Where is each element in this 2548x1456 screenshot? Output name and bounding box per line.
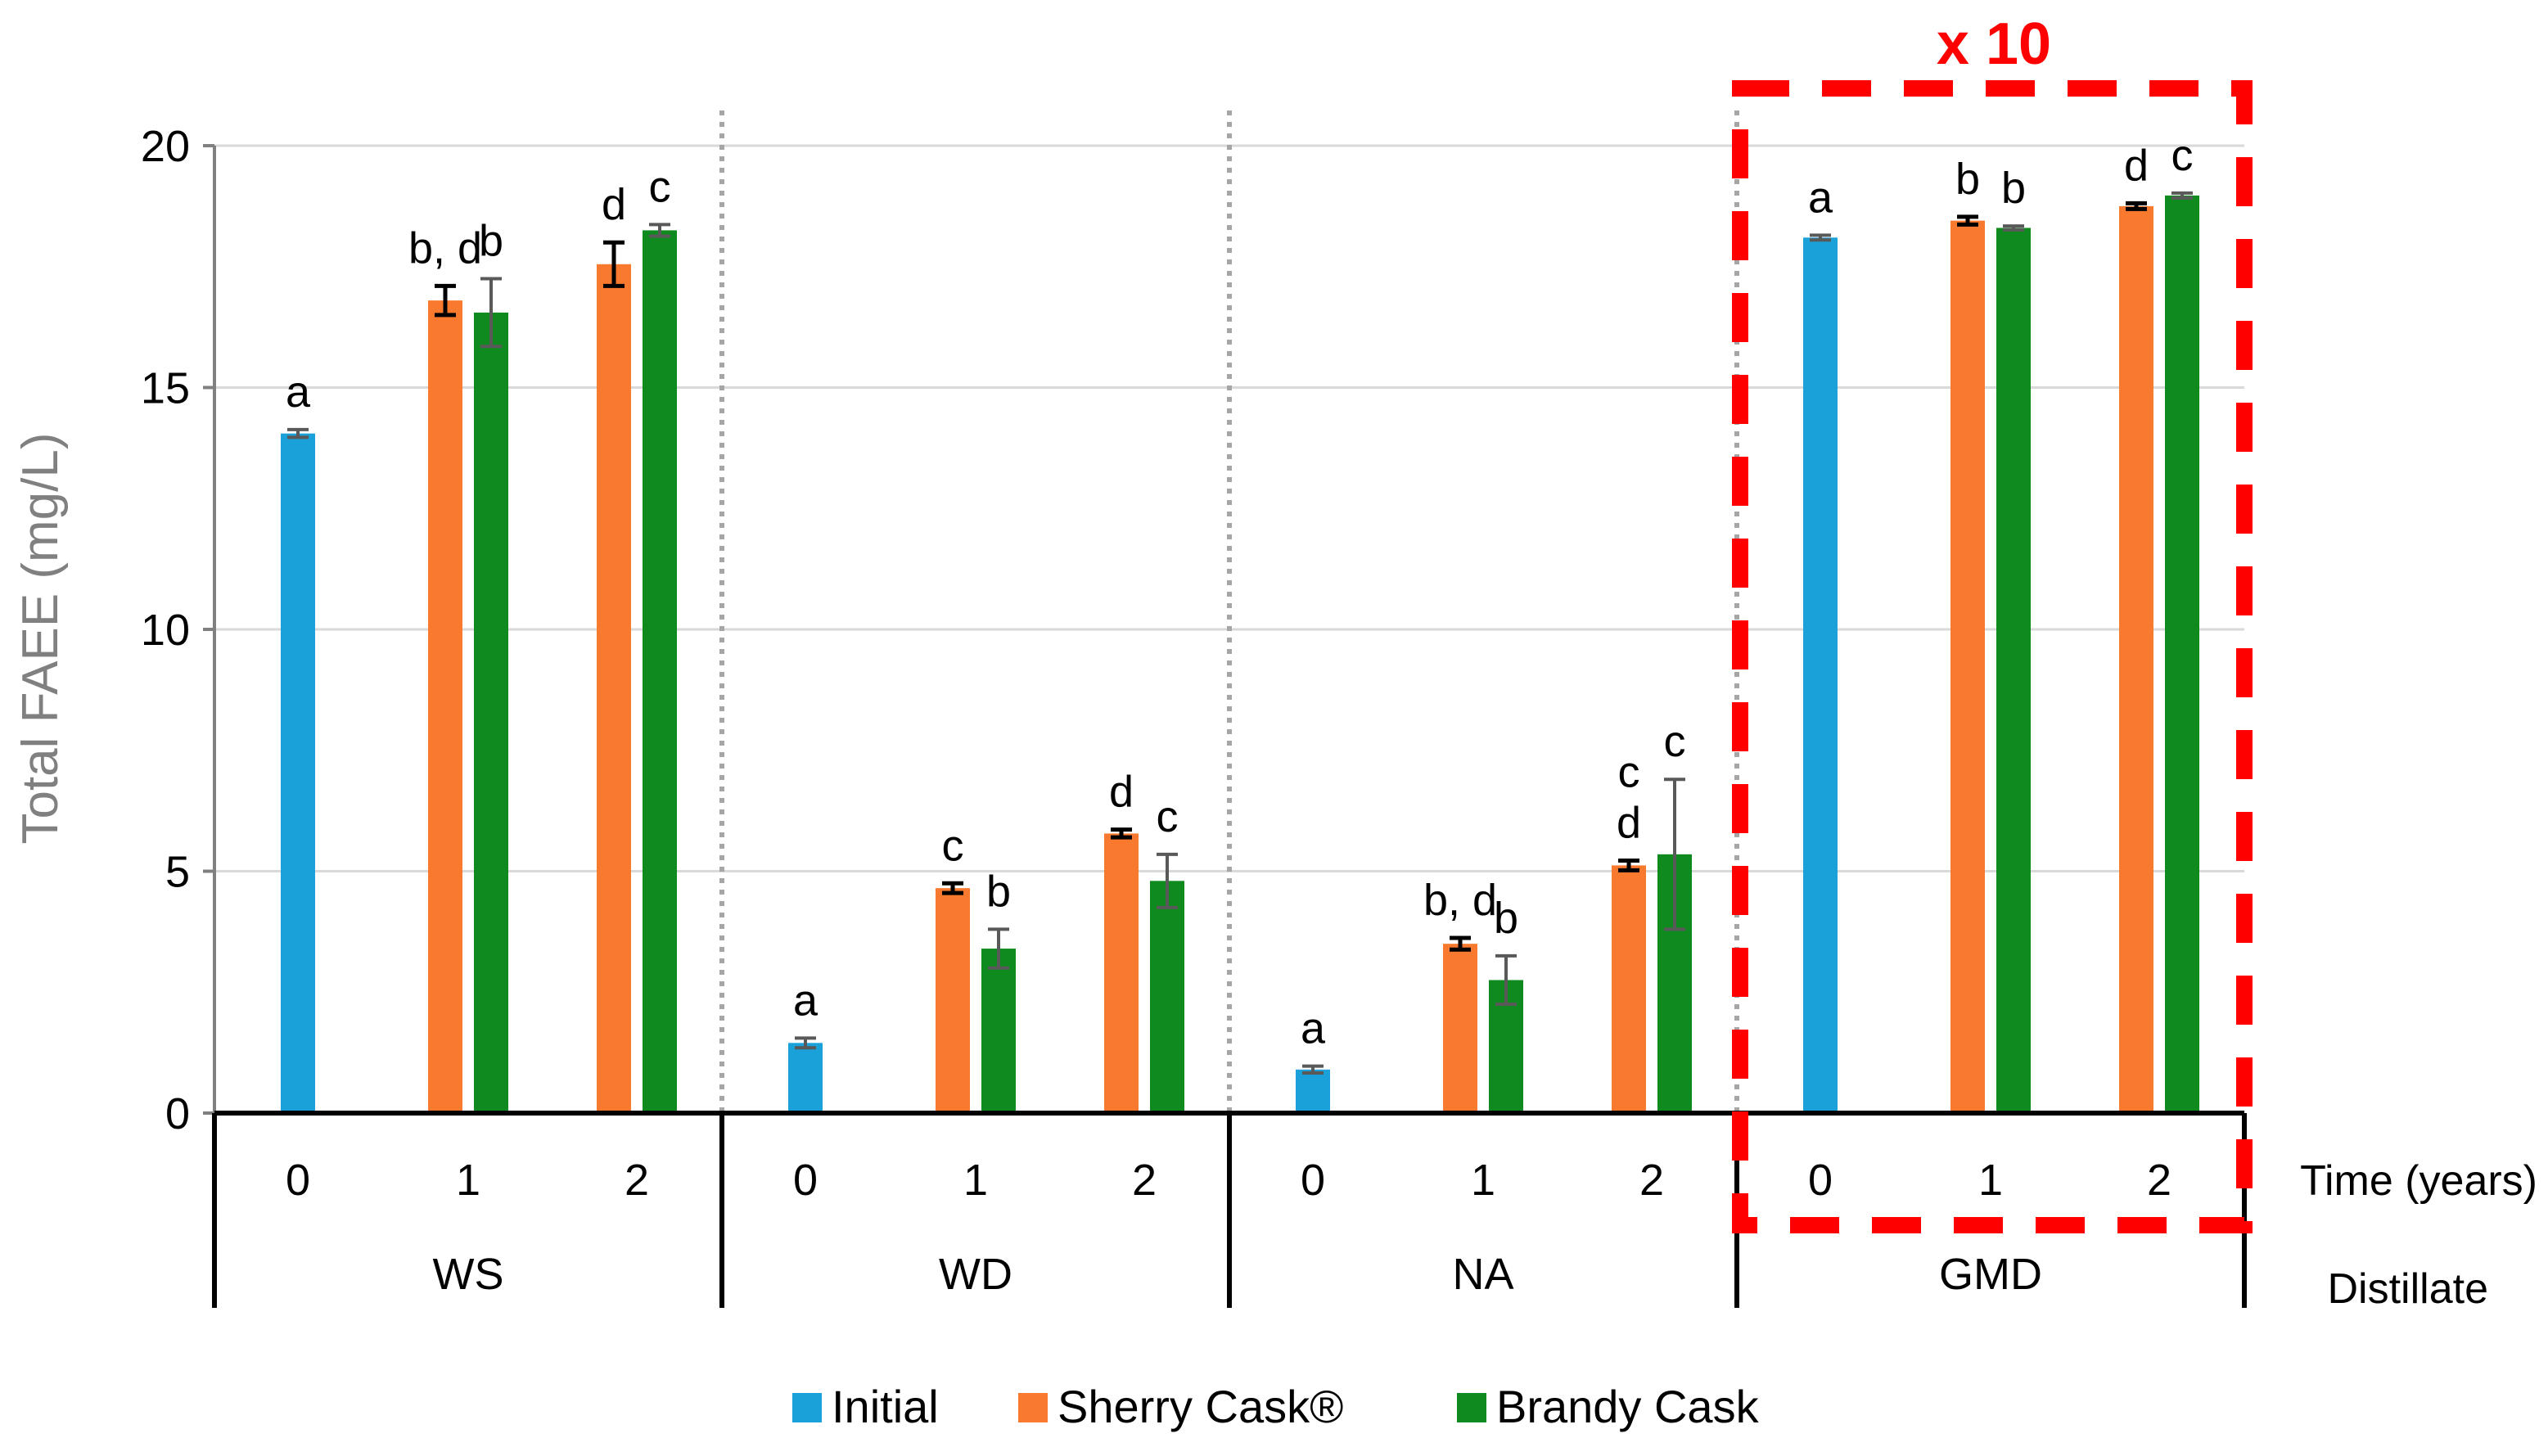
y-tick-label: 10: [141, 606, 190, 655]
bar-wd-t2-sherry: [1104, 833, 1139, 1113]
legend-swatch-1: [1018, 1393, 1048, 1422]
bar-ws-t2-sherry: [597, 264, 631, 1113]
gmd-highlight-box: x 10: [1732, 11, 2253, 1233]
distillate-label-wd: WD: [939, 1250, 1012, 1299]
bar-na-t2-sherry: [1612, 865, 1646, 1113]
significance-letter: d: [1617, 798, 1641, 847]
legend-swatch-2: [1457, 1393, 1486, 1422]
y-tick-label: 5: [165, 848, 190, 897]
significance-letter: b: [2001, 164, 2026, 213]
y-tick-label: 15: [141, 364, 190, 413]
legend-label-0: Initial: [832, 1381, 939, 1432]
bar-ws-t0-initial: [281, 433, 315, 1113]
significance-letter: c: [1664, 717, 1686, 766]
bar-ws-t1-sherry: [428, 300, 462, 1113]
group-separators: [719, 110, 1739, 1113]
significance-letter: a: [1301, 1004, 1326, 1053]
time-label: 2: [1639, 1156, 1664, 1205]
bar-ws-t1-brandy: [474, 312, 508, 1113]
significance-letter: d: [1109, 768, 1134, 817]
significance-letter: c: [942, 821, 964, 870]
time-label: 1: [456, 1156, 480, 1205]
time-label: 1: [1471, 1156, 1495, 1205]
significance-letter: a: [793, 976, 819, 1025]
distillate-label-ws: WS: [433, 1250, 504, 1299]
y-tick-label: 20: [141, 122, 190, 171]
gridlines: [214, 144, 2244, 872]
bar-na-t0-initial: [1296, 1069, 1330, 1113]
bar-wd-t2-brandy: [1150, 881, 1184, 1113]
significance-letter: c: [1618, 747, 1640, 796]
bar-gmd-t1-sherry: [1950, 220, 1985, 1114]
significance-letter: a: [286, 367, 311, 417]
significance-letter: b: [1955, 155, 1980, 204]
significance-letter: b, d: [1423, 876, 1497, 925]
significance-letter: c: [1157, 792, 1179, 841]
y-tick-label: 0: [165, 1089, 190, 1138]
bar-na-t1-sherry: [1443, 944, 1477, 1113]
bar-ws-t2-brandy: [643, 230, 677, 1113]
significance-letter: b: [1494, 894, 1518, 943]
time-label: 2: [625, 1156, 649, 1205]
time-label: 0: [793, 1156, 818, 1205]
legend-label-2: Brandy Cask: [1496, 1381, 1760, 1432]
time-label: 0: [286, 1156, 310, 1205]
significance-letter: d: [602, 180, 626, 229]
legend-label-1: Sherry Cask®: [1058, 1381, 1343, 1432]
x-axis-table: 0 1 2 WS 0 1 2 WD 0 1 2 NA 0 1 2 GMD Time (years) Distill…: [212, 1111, 2537, 1313]
legend: Initial Sherry Cask® Brandy Cask: [792, 1381, 1760, 1432]
time-label: 0: [1301, 1156, 1325, 1205]
time-label: 1: [1978, 1156, 2003, 1205]
time-label: 1: [963, 1156, 988, 1205]
time-axis-label: Time (years): [2300, 1157, 2537, 1205]
time-label: 2: [2147, 1156, 2171, 1205]
legend-swatch-0: [792, 1393, 822, 1422]
bar-gmd-t2-sherry: [2119, 205, 2153, 1113]
bar-wd-t0-initial: [788, 1043, 823, 1113]
significance-letter: b: [479, 217, 503, 266]
significance-letter: d: [2124, 141, 2149, 190]
y-axis-label: Total FAEE (mg/L): [12, 432, 69, 844]
y-axis: 0 5 10 15 20: [141, 122, 216, 1138]
bar-wd-t1-brandy: [981, 949, 1016, 1113]
significance-letter: b, d: [408, 223, 482, 273]
bar-gmd-t1-brandy: [1996, 228, 2031, 1114]
distillate-label-gmd: GMD: [1939, 1250, 2042, 1299]
significance-letter: c: [2171, 131, 2194, 180]
time-label: 0: [1808, 1156, 1833, 1205]
bars: [281, 195, 2199, 1114]
highlight-label: x 10: [1937, 11, 2051, 77]
bar-gmd-t0-initial: [1803, 237, 1838, 1113]
distillate-axis-label: Distillate: [2328, 1265, 2489, 1313]
distillate-label-na: NA: [1452, 1250, 1513, 1299]
bar-wd-t1-sherry: [936, 888, 970, 1113]
bar-gmd-t2-brandy: [2165, 195, 2199, 1113]
significance-letter: b: [986, 867, 1011, 916]
highlight-rect: [1732, 80, 2253, 1233]
time-label: 2: [1132, 1156, 1157, 1205]
error-bars: [287, 191, 2193, 1075]
significance-letter: c: [649, 162, 671, 211]
significance-letter: a: [1808, 173, 1833, 222]
